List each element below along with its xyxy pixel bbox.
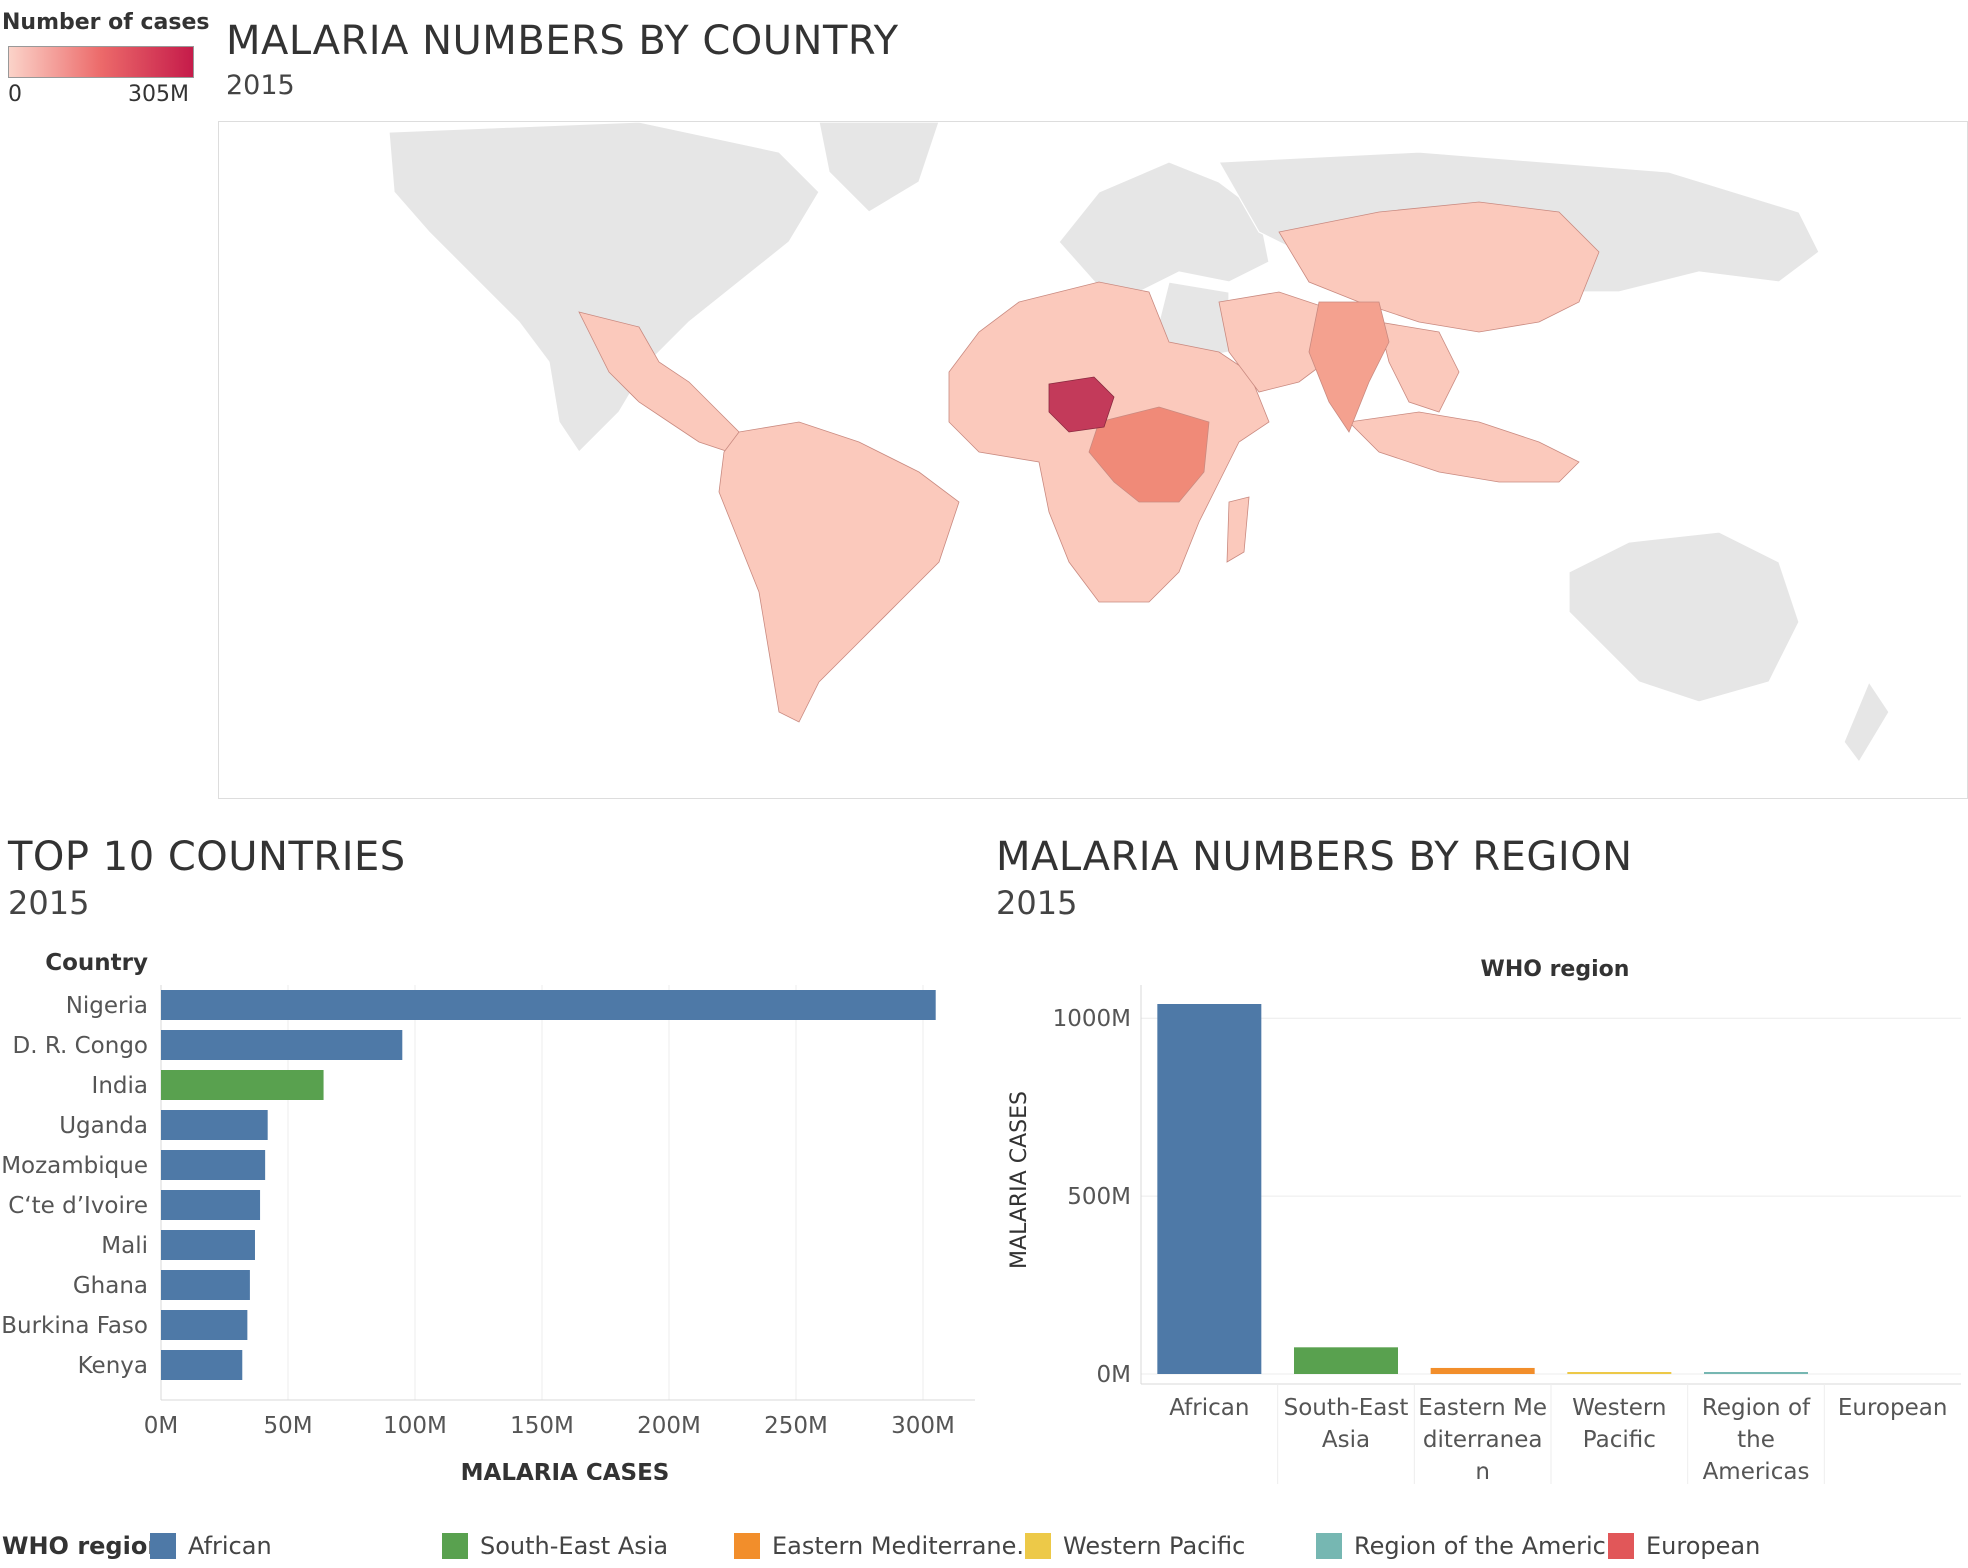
legend-label: South-East Asia: [480, 1532, 669, 1560]
legend-swatch: [1316, 1533, 1342, 1559]
region-category-label: Eastern Me: [1418, 1395, 1547, 1421]
region-y-tick: 500M: [1067, 1184, 1131, 1210]
land-se-asia: [1378, 321, 1460, 413]
top10-x-tick: 200M: [637, 1413, 701, 1439]
land-new-zealand: [1843, 680, 1890, 764]
region-category-label: European: [1838, 1395, 1948, 1421]
top10-bar[interactable]: [161, 1110, 268, 1140]
top10-bar[interactable]: [161, 990, 936, 1020]
region-category-label: Pacific: [1583, 1427, 1656, 1453]
who-region-legend: WHO region African South-East Asia Eastern…: [0, 1532, 1968, 1568]
top10-bar[interactable]: [161, 1310, 248, 1340]
legend-item[interactable]: Eastern Mediterrane..: [734, 1532, 1032, 1560]
top10-bar[interactable]: [161, 1150, 266, 1180]
top10-bar-chart: Country Nigeria D. R. Congo India Uganda Moza…: [1, 950, 975, 1480]
top10-x-axis-label: MALARIA CASES: [461, 1460, 670, 1480]
region-category-label: diterranea: [1423, 1427, 1543, 1453]
region-category-label: African: [1169, 1395, 1249, 1421]
region-header: WHO region: [1481, 957, 1630, 982]
region-category-label: Western: [1572, 1395, 1666, 1421]
world-map-svg: [388, 122, 1890, 764]
region-category-label: the: [1737, 1427, 1775, 1453]
legend-label: African: [188, 1532, 272, 1560]
map-legend-max: 305M: [128, 82, 189, 107]
country-dr-congo[interactable]: [1088, 406, 1210, 503]
top10-x-tick: 150M: [510, 1413, 574, 1439]
top10-title: TOP 10 COUNTRIES: [8, 834, 406, 880]
region-category-label: Region of: [1702, 1395, 1811, 1421]
region-bar[interactable]: [1567, 1372, 1672, 1374]
legend-item[interactable]: Region of the Americ..: [1316, 1532, 1621, 1560]
top10-x-tick: 0M: [144, 1413, 178, 1439]
map-legend-min: 0: [8, 82, 22, 107]
legend-item[interactable]: African: [150, 1532, 272, 1560]
top10-subtitle: 2015: [8, 884, 90, 922]
legend-swatch: [1608, 1533, 1634, 1559]
region-category-label: n: [1475, 1459, 1490, 1485]
land-east-asia: [1278, 201, 1600, 333]
top10-category-label: Mali: [101, 1233, 148, 1259]
top10-bar[interactable]: [161, 1270, 250, 1300]
legend-label: Western Pacific: [1063, 1532, 1246, 1560]
top10-bar[interactable]: [161, 1350, 243, 1380]
region-bar[interactable]: [1294, 1347, 1398, 1374]
legend-swatch: [734, 1533, 760, 1559]
region-category-label: South-East: [1284, 1395, 1409, 1421]
legend-item[interactable]: European: [1608, 1532, 1760, 1560]
country-nigeria[interactable]: [1048, 376, 1115, 433]
top10-category-label: Kenya: [78, 1353, 148, 1379]
region-category-label: Americas: [1703, 1459, 1810, 1485]
no-data-land: [388, 122, 1890, 764]
who-region-legend-title: WHO region: [2, 1532, 165, 1560]
top10-category-label: Ghana: [73, 1273, 148, 1299]
legend-swatch: [442, 1533, 468, 1559]
legend-label: European: [1646, 1532, 1761, 1560]
legend-item[interactable]: Western Pacific: [1025, 1532, 1245, 1560]
region-y-tick: 1000M: [1053, 1006, 1131, 1032]
land-indonesia: [1348, 411, 1580, 483]
top10-x-tick: 300M: [891, 1413, 955, 1439]
country-india[interactable]: [1308, 301, 1390, 433]
region-bar-chart: WHO region 0M 500M 1000M MALARIA CASES Africa…: [1007, 957, 1961, 1485]
region-y-tick: 0M: [1097, 1362, 1131, 1388]
map-legend-title: Number of cases: [2, 10, 210, 35]
region-y-axis-label: MALARIA CASES: [1007, 1091, 1032, 1269]
land-south-america: [718, 421, 960, 723]
top10-category-label: Nigeria: [66, 993, 148, 1019]
top10-x-tick: 250M: [764, 1413, 828, 1439]
world-map[interactable]: [218, 121, 1968, 799]
top10-category-label: Cʻte d’Ivoire: [8, 1193, 148, 1219]
land-madagascar: [1226, 496, 1250, 563]
top10-bar[interactable]: [161, 1190, 261, 1220]
legend-label: Eastern Mediterrane..: [772, 1532, 1032, 1560]
top10-x-tick: 50M: [263, 1413, 312, 1439]
land-greenland: [818, 122, 940, 213]
top10-category-label: D. R. Congo: [13, 1033, 149, 1059]
map-color-scale: [8, 46, 194, 78]
legend-swatch: [150, 1533, 176, 1559]
region-title: MALARIA NUMBERS BY REGION: [996, 834, 1633, 880]
top10-category-label: India: [92, 1073, 148, 1099]
map-subtitle: 2015: [226, 70, 295, 101]
top10-y-header: Country: [45, 950, 148, 976]
land-australia: [1568, 531, 1800, 703]
top10-bar[interactable]: [161, 1070, 324, 1100]
top10-bar[interactable]: [161, 1030, 403, 1060]
legend-label: Region of the Americ..: [1354, 1532, 1622, 1560]
top10-x-tick: 100M: [383, 1413, 447, 1439]
top10-category-label: Mozambique: [1, 1153, 148, 1179]
region-bar[interactable]: [1430, 1367, 1535, 1374]
region-bar[interactable]: [1704, 1372, 1808, 1374]
top10-category-label: Burkina Faso: [1, 1313, 148, 1339]
top10-bar[interactable]: [161, 1230, 255, 1260]
map-title: MALARIA NUMBERS BY COUNTRY: [226, 18, 899, 64]
region-bar[interactable]: [1157, 1004, 1262, 1374]
legend-item[interactable]: South-East Asia: [442, 1532, 668, 1560]
legend-swatch: [1025, 1533, 1051, 1559]
top10-category-label: Uganda: [59, 1113, 148, 1139]
land-north-america: [388, 122, 820, 453]
region-subtitle: 2015: [996, 884, 1078, 922]
region-category-label: Asia: [1322, 1427, 1370, 1453]
